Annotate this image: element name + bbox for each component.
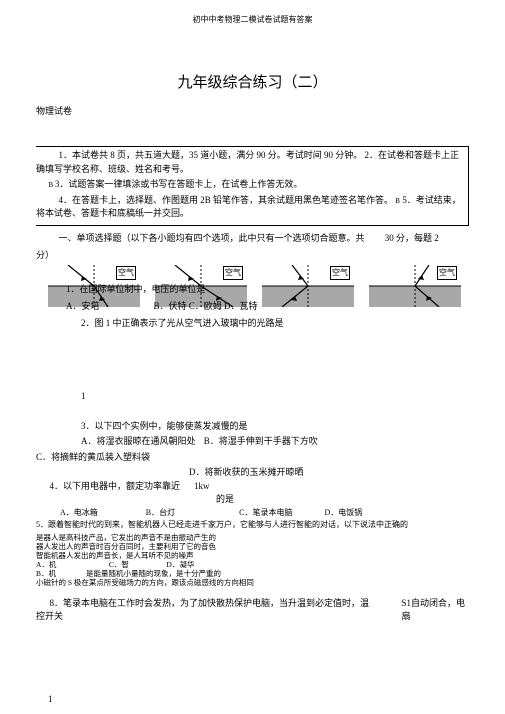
q5-l4: A．机 C．智 D．凝华 [36, 560, 469, 569]
instr-p3: 4．在答题卡上，选择题、作图题用 2B 铅笔作答，其余试题用黑色笔迹签名笔作答。… [36, 194, 462, 221]
lone-1: 1 [36, 390, 469, 404]
doc-header: 初中中考物理二模试卷试题有答案 [36, 14, 469, 26]
air-label-2: 空气 [223, 266, 243, 280]
q5-l5: B．机 是能量随机小量随的现象，是十分严重的 [36, 569, 469, 578]
q1-overlay: 1．在国际单位制中，电压的单位是 A．安培 B．伏特 C．欧姆 D．瓦特 [66, 283, 479, 314]
q3-text: 3．以下四个实例中，能够使蒸发减慢的是 [36, 420, 469, 434]
instr-p1a: 1．本试卷共 8 页，共五道大题，35 道小题，满分 90 分。考试时间 90 … [59, 150, 363, 160]
q3-c: C．将摘鲜的黄瓜装入塑料袋 [36, 451, 469, 465]
instr-p3a: 4．在答题卡上，选择题、作图题用 2B 铅笔作答，其余试题用黑色笔迹签名笔作答。 [59, 195, 394, 205]
instr-p2: B 3．试题答案一律填涂或书写在答题卡上，在试卷上作答无效。 [26, 178, 462, 192]
q5-l3: 智能机器人发出的声音长，是人耳听不见的噪声 [36, 551, 469, 560]
q8-text: 8．笔录本电脑在工作时会发热，为了加快散热保护电脑，当升温到必定值时，温控开关 [36, 597, 371, 624]
q8-tail: S1自动闭合，电扇 [401, 597, 469, 624]
q8-row: 8．笔录本电脑在工作时会发热，为了加快散热保护电脑，当升温到必定值时，温控开关 … [36, 597, 469, 624]
q2-text: 2．图 1 中正确表示了光从空气进入玻璃中的光路是 [36, 317, 469, 331]
q4-text: 4．以下用电器中，额定功率靠近 [36, 480, 180, 494]
q3-ab: A．将湿衣服晾在通风朝阳处 B．将湿手伸到干手器下方吹 [36, 435, 469, 449]
q4-opts: A．电冰箱 B．台灯 C．笔录本电脑 D．电饭锅 [36, 507, 469, 519]
air-label-3: 空气 [330, 266, 350, 280]
q3-b: B．将湿手伸到干手器下方吹 [204, 436, 318, 446]
q3-a: A．将湿衣服晾在通风朝阳处 [81, 436, 196, 446]
section1-score: 30 分，每题 2 [385, 233, 439, 243]
q1-opts: A．安培 B．伏特 C．欧姆 D．瓦特 [66, 300, 479, 314]
instr-p2-text: 3．试题答案一律填涂或书写在答题卡上，在试卷上作答无效。 [55, 179, 303, 189]
q1-text: 1．在国际单位制中，电压的单位是 [66, 283, 479, 297]
diagrams-row: 空气 空气 空气 [48, 265, 461, 307]
q3-d: D．将新收获的玉米摊开晾晒 [36, 466, 469, 480]
section1-tail: 分） [36, 249, 469, 263]
instr-marker2: B [395, 197, 400, 205]
air-label-1: 空气 [116, 266, 136, 280]
doc-title: 九年级综合练习（二） [36, 72, 469, 95]
q5-l6: 小磁针的 S 极在某点所受磁场力的方向，跟该点磁感线的方向相同 [36, 578, 469, 587]
page-number: 1 [48, 693, 53, 707]
q4-tail: 的是 [36, 493, 469, 507]
section1-head: 一、单项选择题（以下各小题均有四个选项，此中只有一个选项切合题意。共 30 分，… [36, 232, 469, 246]
q4-row: 4．以下用电器中，额定功率靠近 1kw [36, 480, 469, 494]
q5-main: 5．跟着智能时代的到来，智能机器人已经走进千家万户，它能够与人进行智能的对话，以… [36, 519, 469, 531]
q4-val: 1kw [194, 480, 210, 494]
instructions-box: 1．本试卷共 8 页，共五道大题，35 道小题，满分 90 分。考试时间 90 … [36, 146, 469, 226]
air-label-4: 空气 [437, 266, 457, 280]
instr-p1: 1．本试卷共 8 页，共五道大题，35 道小题，满分 90 分。考试时间 90 … [36, 149, 462, 176]
section1-text: 一、单项选择题（以下各小题均有四个选项，此中只有一个选项切合题意。共 [59, 233, 365, 243]
q5-l1: 是器人是高科技产品，它发出的声音不是由振动产生的 [36, 533, 469, 542]
q5-l2: 器人发出人的声音时百分百同时，主要利用了它的音色 [36, 542, 469, 551]
subject-label: 物理试卷 [36, 105, 469, 119]
